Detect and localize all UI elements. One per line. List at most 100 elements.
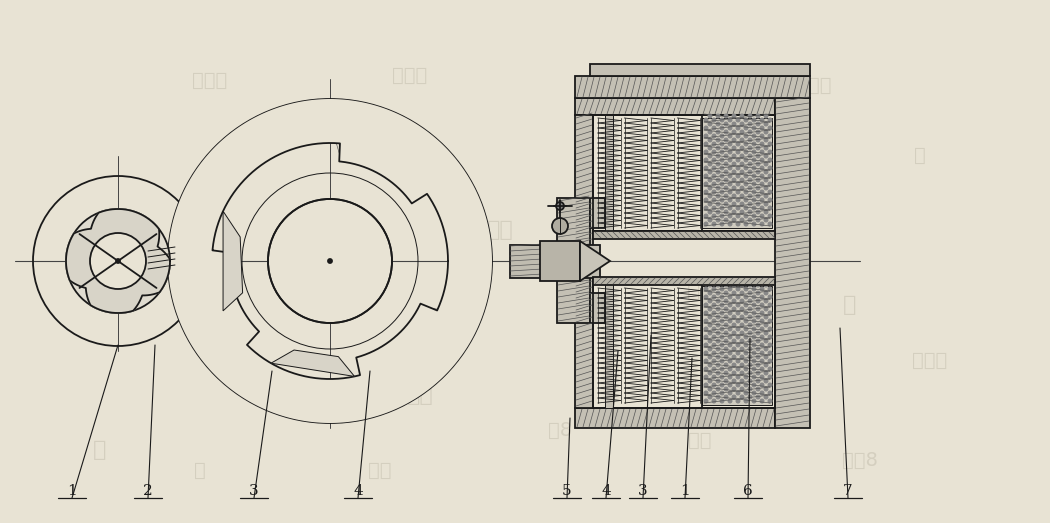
Circle shape	[743, 399, 749, 404]
Circle shape	[715, 201, 720, 207]
Circle shape	[708, 177, 713, 183]
Circle shape	[723, 314, 729, 320]
Circle shape	[739, 379, 744, 383]
Circle shape	[719, 133, 724, 139]
Circle shape	[739, 169, 744, 175]
Polygon shape	[580, 241, 610, 281]
Circle shape	[763, 162, 769, 166]
Circle shape	[732, 370, 736, 376]
Bar	[605, 115, 613, 231]
Circle shape	[715, 370, 720, 376]
Circle shape	[768, 343, 773, 347]
Text: 联制: 联制	[688, 430, 712, 449]
Circle shape	[735, 311, 740, 315]
Circle shape	[719, 391, 724, 395]
Circle shape	[708, 362, 713, 368]
Circle shape	[732, 186, 736, 190]
Circle shape	[768, 367, 773, 371]
Circle shape	[763, 113, 769, 119]
Circle shape	[715, 394, 720, 400]
Circle shape	[728, 118, 733, 122]
Circle shape	[723, 121, 729, 127]
Circle shape	[759, 302, 764, 308]
Circle shape	[739, 299, 744, 303]
Circle shape	[728, 198, 733, 202]
Circle shape	[735, 358, 740, 363]
Circle shape	[715, 299, 720, 303]
Circle shape	[723, 306, 729, 312]
Circle shape	[728, 399, 733, 404]
Circle shape	[708, 290, 713, 295]
Circle shape	[752, 335, 756, 339]
Circle shape	[715, 177, 720, 183]
Circle shape	[752, 302, 756, 308]
Circle shape	[708, 145, 713, 151]
Circle shape	[756, 130, 760, 134]
Circle shape	[704, 391, 709, 395]
Circle shape	[763, 323, 769, 327]
Circle shape	[732, 386, 736, 392]
Circle shape	[748, 218, 753, 222]
Circle shape	[723, 290, 729, 295]
Circle shape	[763, 177, 769, 183]
Circle shape	[748, 121, 753, 127]
Circle shape	[763, 314, 769, 320]
Circle shape	[768, 391, 773, 395]
Circle shape	[712, 133, 716, 139]
Circle shape	[719, 358, 724, 363]
Circle shape	[768, 319, 773, 324]
Circle shape	[704, 399, 709, 404]
Circle shape	[759, 126, 764, 131]
Circle shape	[739, 306, 744, 312]
Circle shape	[715, 386, 720, 392]
Circle shape	[739, 218, 744, 222]
Circle shape	[743, 350, 749, 356]
Circle shape	[712, 165, 716, 170]
Circle shape	[708, 218, 713, 222]
Circle shape	[759, 358, 764, 363]
Circle shape	[763, 338, 769, 344]
Circle shape	[759, 181, 764, 187]
Circle shape	[719, 189, 724, 195]
Circle shape	[328, 259, 332, 263]
Circle shape	[739, 314, 744, 320]
Circle shape	[759, 391, 764, 395]
Circle shape	[743, 174, 749, 178]
Circle shape	[732, 113, 736, 119]
Circle shape	[748, 169, 753, 175]
Circle shape	[728, 126, 733, 131]
Circle shape	[723, 355, 729, 359]
Circle shape	[752, 294, 756, 300]
Circle shape	[756, 201, 760, 207]
Circle shape	[752, 213, 756, 219]
Circle shape	[732, 153, 736, 158]
Bar	[702, 118, 772, 228]
Circle shape	[743, 157, 749, 163]
Circle shape	[739, 355, 744, 359]
Circle shape	[739, 362, 744, 368]
Circle shape	[752, 198, 756, 202]
Circle shape	[752, 206, 756, 210]
Circle shape	[756, 338, 760, 344]
Circle shape	[743, 294, 749, 300]
Circle shape	[728, 350, 733, 356]
Bar	[540, 241, 580, 281]
Circle shape	[732, 210, 736, 214]
Circle shape	[743, 287, 749, 291]
Circle shape	[552, 218, 568, 234]
Circle shape	[739, 331, 744, 335]
Circle shape	[712, 311, 716, 315]
Circle shape	[715, 347, 720, 351]
Circle shape	[752, 142, 756, 146]
Circle shape	[728, 213, 733, 219]
Circle shape	[735, 174, 740, 178]
Circle shape	[759, 311, 764, 315]
Circle shape	[723, 186, 729, 190]
Text: 链对坐: 链对坐	[912, 350, 947, 370]
Circle shape	[768, 287, 773, 291]
Circle shape	[723, 162, 729, 166]
Circle shape	[712, 189, 716, 195]
Circle shape	[748, 282, 753, 288]
Circle shape	[763, 370, 769, 376]
Circle shape	[763, 121, 769, 127]
